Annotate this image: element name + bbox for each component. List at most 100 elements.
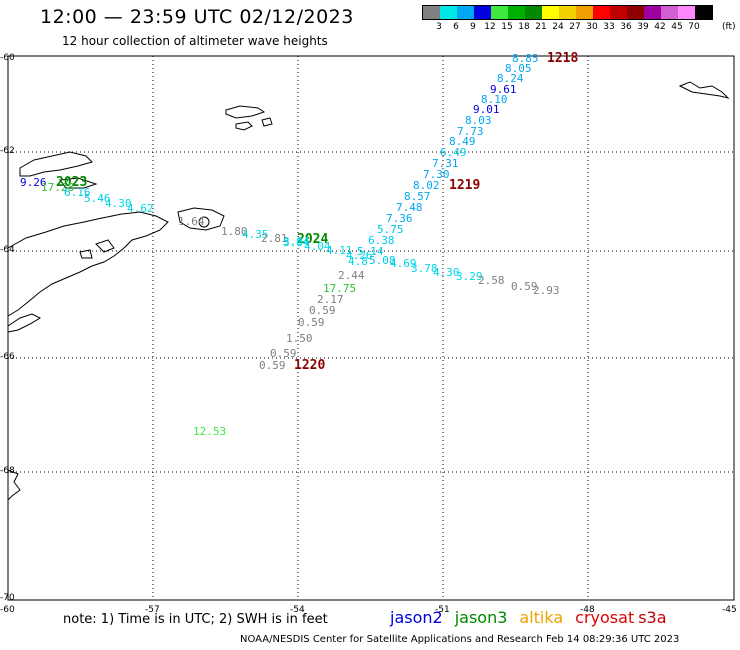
page-subtitle: 12 hour collection of altimeter wave hei… <box>62 34 328 48</box>
wave-height: 7.30 <box>423 168 450 181</box>
antarctic-peninsula <box>7 211 169 317</box>
wave-height: 5.75 <box>377 223 404 236</box>
wave-height: 1.80 <box>221 225 248 238</box>
wave-height: 12.53 <box>193 425 226 438</box>
wave-height: 8.57 <box>404 190 431 203</box>
time-label: 2023 <box>56 175 87 190</box>
wave-height: 2.44 <box>338 269 365 282</box>
legend-tick: 36 <box>620 22 632 32</box>
note-text: note: 1) Time is in UTC; 2) SWH is in fe… <box>63 612 328 627</box>
legend-swatch <box>644 6 661 19</box>
wave-height: 8.02 <box>413 179 440 192</box>
satellite-legend: jason2 jason3 altika cryosat s3a <box>390 608 667 627</box>
legend-tick: 21 <box>535 22 547 32</box>
legend-tick: 3 <box>436 22 442 32</box>
wave-height-readings: 8.85 8.05 8.24 9.61 8.10 9.01 8.03 7.73 … <box>20 52 560 438</box>
south-shetland-islands <box>19 151 93 177</box>
wave-height: 17.28 <box>41 181 74 194</box>
wave-height: 9.01 <box>473 103 500 116</box>
wave-height: 0.59 <box>270 347 297 360</box>
legend-tick: 45 <box>671 22 683 32</box>
wave-height: 4.04 <box>304 240 331 253</box>
south-orkney-islands <box>225 105 266 119</box>
wave-height: 2.81 <box>261 232 288 245</box>
satellite-altika: altika <box>519 608 564 627</box>
wave-height: 7.31 <box>432 157 459 170</box>
legend-swatch <box>525 6 542 19</box>
wave-height: 0.59 <box>259 359 286 372</box>
lon-label: -54 <box>290 605 305 615</box>
wave-height: 3.64 <box>283 235 310 248</box>
credit-text: NOAA/NESDIS Center for Satellite Applica… <box>240 634 680 645</box>
wave-height: 0.59 <box>298 316 325 329</box>
legend-swatch <box>474 6 491 19</box>
wave-height: 2.93 <box>533 284 560 297</box>
wave-height: 1.64 <box>178 215 205 228</box>
legend-tick: 24 <box>552 22 564 32</box>
legend-swatch <box>440 6 457 19</box>
legend-swatch <box>695 6 712 19</box>
wave-height: 5.46 <box>84 192 111 205</box>
wave-height: 3.29 <box>456 270 483 283</box>
lat-label: -60 <box>0 53 15 63</box>
legend-swatch <box>508 6 525 19</box>
wave-height: 8.24 <box>497 72 524 85</box>
legend-tick: 18 <box>518 22 530 32</box>
wave-height: 0.59 <box>309 304 336 317</box>
legend-ticks: 3 6 9 12 15 18 21 24 27 30 33 36 39 42 4… <box>422 20 713 34</box>
wave-height: 4.69 <box>390 257 417 270</box>
wave-height: 4.30 <box>105 197 132 210</box>
wave-height: 4.11 <box>326 244 353 257</box>
lon-label: -60 <box>0 605 15 615</box>
satellite-jason3: jason3 <box>454 608 508 627</box>
wave-height: 17.75 <box>323 282 356 295</box>
wave-height: 8.85 <box>512 52 539 65</box>
wave-height: 9.26 <box>20 176 47 189</box>
wave-height: 3.78 <box>411 262 438 275</box>
wave-height: 8.10 <box>481 93 508 106</box>
wave-height: 4.35 <box>242 228 269 241</box>
lat-label: -66 <box>0 352 15 362</box>
wave-height: 4.8 <box>348 255 368 268</box>
lat-label: -62 <box>0 146 15 156</box>
lon-label: -45 <box>722 605 737 615</box>
time-label: 2024 <box>297 232 328 247</box>
joinville-island <box>177 207 225 231</box>
wave-height: 4.26 <box>346 249 373 262</box>
graticule <box>8 56 734 600</box>
wave-height: 4.30 <box>433 266 460 279</box>
wave-height: 7.73 <box>457 125 484 138</box>
wave-height: 6.38 <box>368 234 395 247</box>
color-legend: 3 6 9 12 15 18 21 24 27 30 33 36 39 42 4… <box>422 5 713 37</box>
wave-height: 0.59 <box>511 280 538 293</box>
coastline <box>7 81 730 501</box>
wave-height: 6.49 <box>440 146 467 159</box>
wave-height: 5.14 <box>357 245 384 258</box>
legend-swatch <box>542 6 559 19</box>
latitude-labels: -60 -62 -64 -66 -68 -70 <box>0 53 15 603</box>
legend-swatch <box>457 6 474 19</box>
legend-tick: 33 <box>603 22 615 32</box>
legend-swatch <box>627 6 644 19</box>
lon-label: -51 <box>435 605 450 615</box>
wave-height: 1.50 <box>286 332 313 345</box>
satellite-cryosat: cryosat <box>575 608 635 627</box>
wave-height: 2.58 <box>478 274 505 287</box>
western-edge-coast <box>7 469 21 501</box>
wave-height: 8.05 <box>505 62 532 75</box>
legend-tick: 70 <box>688 22 700 32</box>
satellite-jason2: jason2 <box>390 608 443 627</box>
wave-height: 8.49 <box>449 135 476 148</box>
legend-swatches <box>422 5 713 20</box>
south-georgia-fragment <box>678 81 730 99</box>
longitude-labels: -60 -57 -54 -51 -48 -45 <box>0 605 737 615</box>
wave-height: 9.61 <box>490 83 517 96</box>
wave-height: 6.16 <box>64 186 91 199</box>
time-label: 1220 <box>294 358 325 373</box>
time-label: 1218 <box>547 51 578 66</box>
wave-height: 2.17 <box>317 293 344 306</box>
wave-height: 5.08 <box>369 254 396 267</box>
page-title: 12:00 — 23:59 UTC 02/12/2023 <box>40 6 354 28</box>
wave-height: 3.84 <box>283 236 310 249</box>
